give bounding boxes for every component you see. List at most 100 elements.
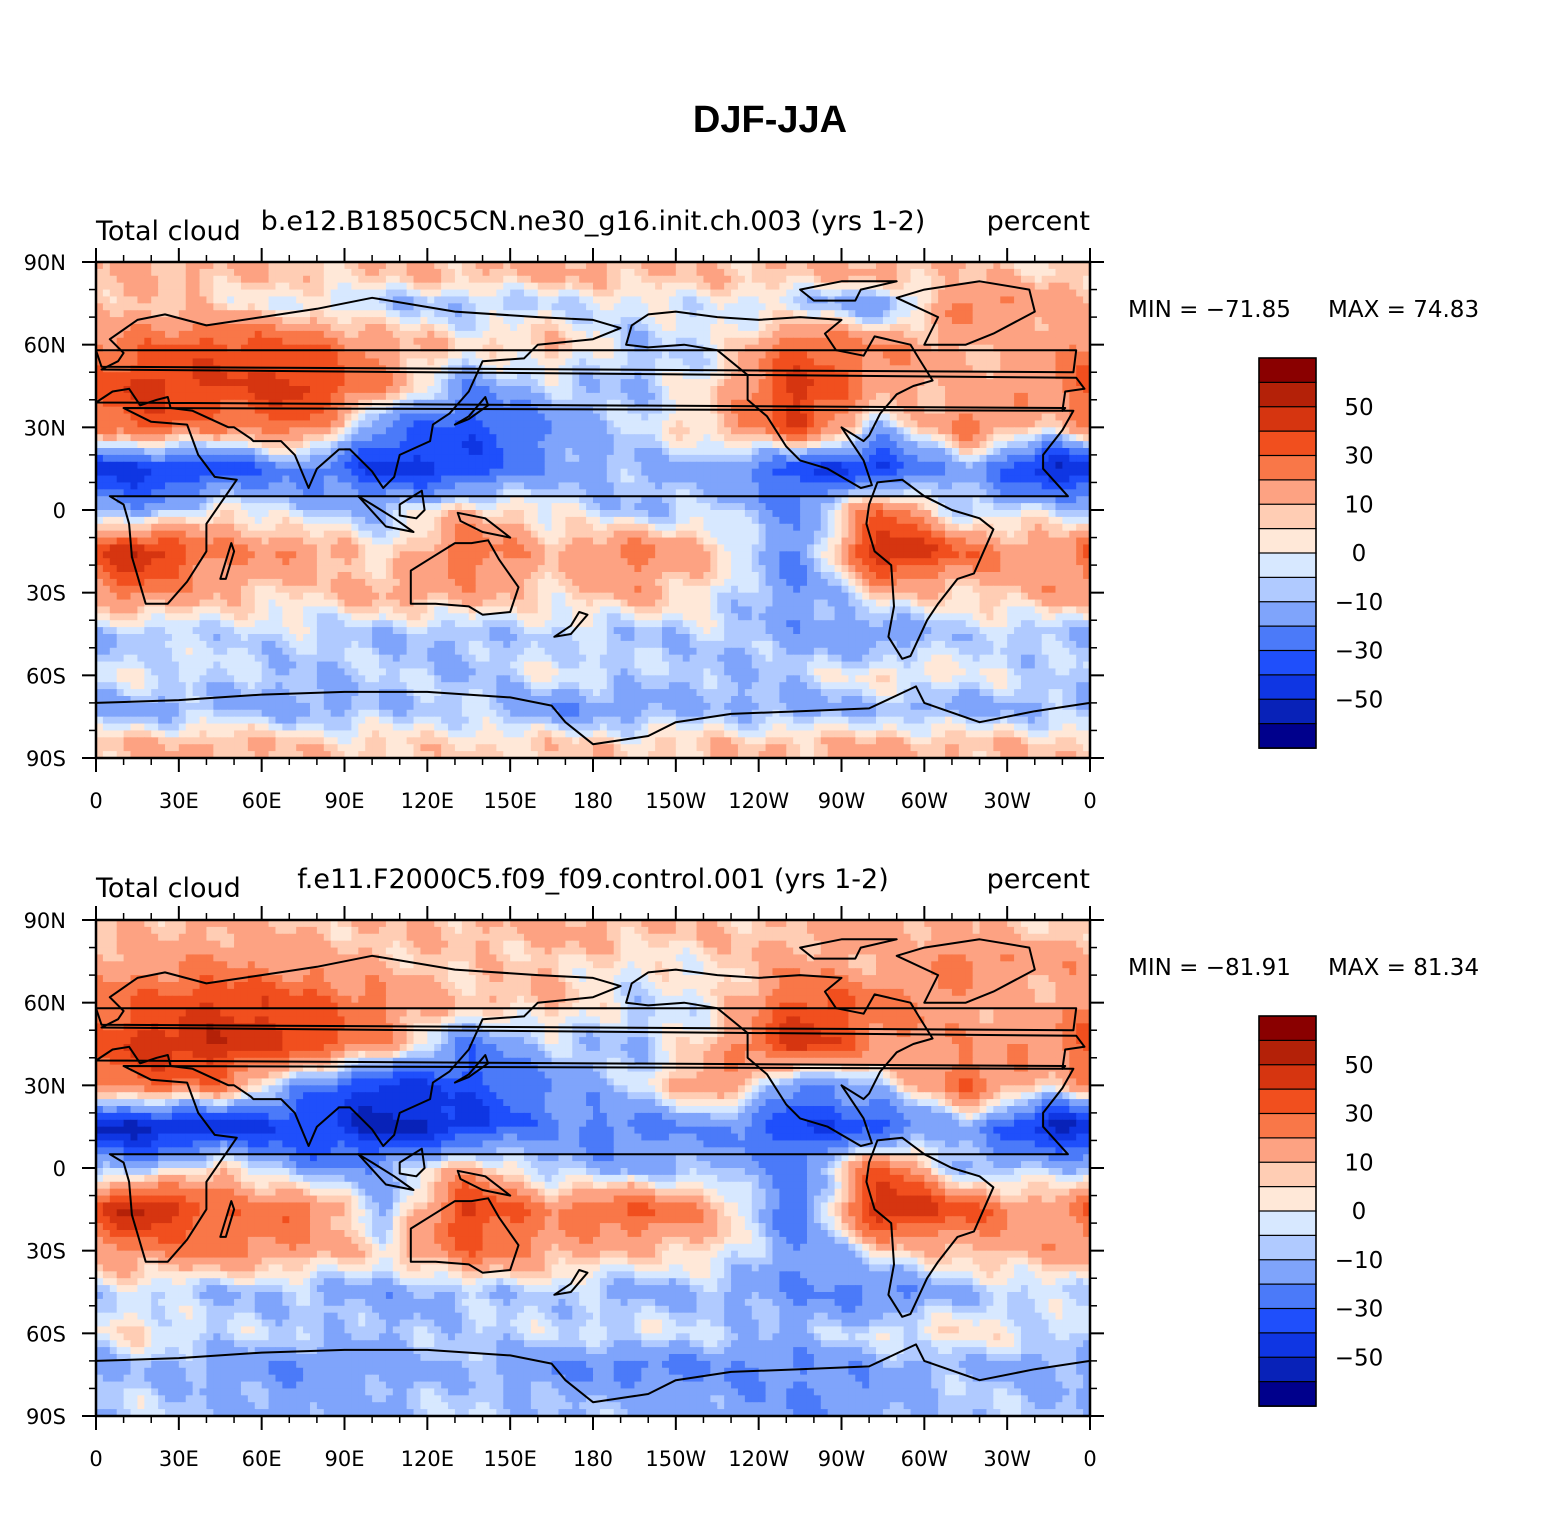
field-cell [482,282,491,291]
field-cell [178,262,187,270]
field-cell [758,496,767,504]
field-cell [613,282,622,291]
field-cell [744,344,753,353]
field-cell [1062,399,1070,408]
field-cell [724,365,732,373]
field-cell [779,379,787,387]
field-cell [717,337,725,346]
field-cell [102,489,111,497]
field-cell [1014,427,1022,435]
field-cell [724,268,732,277]
field-cell [1083,262,1090,270]
field-cell [489,372,497,380]
field-cell [779,330,787,339]
field-cell [924,262,932,270]
field-cell [1062,379,1070,387]
field-cell [1041,317,1050,325]
field-cell [572,496,580,504]
field-cell [703,434,711,442]
field-cell [178,358,187,366]
field-cell [158,337,166,346]
field-cell [1048,365,1057,373]
field-cell [475,482,484,490]
field-cell [171,330,180,339]
field-cell [434,406,442,415]
field-cell [254,441,263,449]
field-cell [137,434,145,442]
field-cell [586,262,594,270]
field-cell [862,337,870,346]
field-cell [599,344,608,353]
field-cell [1069,317,1077,325]
field-cell [551,392,560,401]
field-cell [731,454,739,463]
field-cell [758,344,767,353]
field-cell [261,454,270,463]
field-cell [144,386,152,394]
field-cell [751,413,760,422]
field-cell [503,344,511,353]
field-cell [365,392,373,401]
field-cell [330,330,339,339]
field-cell [454,358,463,366]
field-cell [116,337,125,346]
field-cell [1076,351,1084,360]
field-cell [903,482,912,490]
field-cell [240,262,249,270]
field-cell [993,441,1001,449]
field-cell [606,448,615,456]
field-cell [779,262,787,270]
field-cell [1069,358,1077,366]
field-cell [751,496,760,504]
field-cell [558,413,566,422]
field-cell [137,372,145,380]
field-cell [979,282,988,291]
field-cell [254,461,263,470]
field-cell [392,330,401,339]
field-cell [827,282,836,291]
field-cell [171,365,180,373]
field-cell [130,461,139,470]
field-cell [806,441,815,449]
field-cell [682,289,691,298]
field-cell [537,379,546,387]
field-cell [731,496,739,504]
field-cell [517,262,525,270]
field-cell [351,420,359,428]
field-cell [482,413,491,422]
field-cell [882,482,891,490]
field-cell [289,441,297,449]
field-cell [240,454,249,463]
field-cell [565,496,573,504]
field-cell [848,399,856,408]
field-cell [1069,461,1077,470]
field-cell [593,289,601,298]
field-cell [268,441,277,449]
field-cell [240,496,249,504]
field-cell [558,268,566,277]
field-cell [737,441,746,449]
field-cell [303,268,311,277]
field-cell [544,386,553,394]
field-cell [551,399,560,408]
field-cell [1048,262,1057,270]
field-cell [289,303,297,311]
field-cell [951,399,960,408]
field-cell [323,317,332,325]
field-cell [675,392,684,401]
field-cell [482,372,491,380]
field-cell [613,434,622,442]
field-cell [523,475,532,484]
field-cell [503,468,511,477]
field-cell [869,413,877,422]
field-cell [620,482,629,490]
field-cell [951,330,960,339]
field-cell [337,268,346,277]
field-cell [344,420,352,428]
field-cell [841,489,849,497]
field-cell [372,427,380,435]
field-cell [675,303,684,311]
field-cell [275,282,283,291]
field-cell [820,454,829,463]
field-cell [599,448,608,456]
